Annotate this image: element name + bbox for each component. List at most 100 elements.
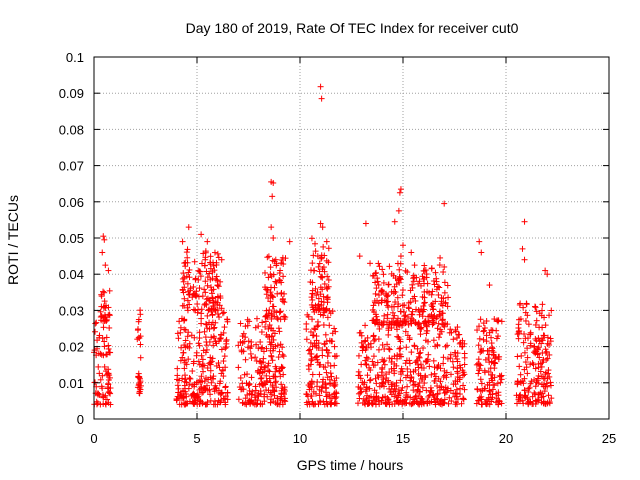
data-point	[515, 335, 522, 342]
data-point	[314, 356, 321, 363]
data-point	[494, 318, 501, 325]
data-point	[489, 386, 496, 393]
data-point	[372, 279, 379, 286]
data-point	[177, 390, 184, 397]
data-point	[274, 316, 281, 323]
data-point	[496, 353, 503, 360]
data-point	[388, 288, 395, 295]
y-tick-label: 0.03	[59, 303, 84, 318]
data-point	[106, 349, 113, 356]
data-point	[220, 373, 227, 380]
data-point	[235, 396, 242, 403]
data-point	[252, 397, 259, 404]
data-point	[419, 384, 426, 391]
data-point	[536, 354, 543, 361]
data-point	[434, 390, 441, 397]
data-point	[514, 378, 521, 385]
data-point	[315, 295, 322, 302]
data-point	[219, 310, 226, 317]
data-point	[279, 401, 286, 408]
data-point	[400, 242, 406, 249]
data-point	[413, 306, 420, 313]
data-point	[521, 349, 528, 356]
data-point	[361, 338, 368, 345]
data-point	[477, 346, 484, 353]
data-point	[263, 372, 270, 379]
data-point	[396, 345, 403, 352]
data-point	[237, 320, 244, 327]
data-point	[398, 387, 405, 394]
data-point	[217, 331, 224, 338]
data-point	[410, 387, 417, 394]
data-point	[198, 352, 205, 359]
data-point	[404, 332, 411, 339]
data-point	[186, 375, 193, 382]
data-point	[384, 341, 391, 348]
data-point	[280, 371, 287, 378]
data-point	[261, 393, 268, 400]
data-point	[372, 375, 379, 382]
data-point	[388, 355, 395, 362]
data-point	[522, 335, 529, 342]
data-point	[477, 349, 484, 356]
data-point	[211, 249, 218, 256]
data-point	[397, 345, 404, 352]
data-point	[268, 310, 275, 317]
data-point	[212, 319, 219, 326]
data-point	[521, 375, 528, 382]
data-point	[271, 313, 278, 320]
data-point	[175, 385, 182, 392]
data-point	[417, 331, 424, 338]
data-point	[195, 306, 202, 313]
data-point	[106, 287, 113, 294]
data-point	[413, 357, 420, 364]
data-point	[445, 400, 452, 407]
data-point	[407, 287, 414, 294]
data-point	[460, 382, 467, 389]
data-point	[313, 333, 320, 340]
data-point	[519, 397, 526, 404]
data-point	[486, 388, 493, 395]
data-point	[201, 286, 208, 293]
data-point	[193, 392, 200, 399]
data-point	[259, 319, 266, 326]
data-point	[436, 387, 443, 394]
data-point	[477, 376, 484, 383]
data-point	[379, 394, 386, 401]
data-point	[370, 353, 377, 360]
data-point	[242, 395, 249, 402]
data-point	[355, 352, 362, 359]
data-point	[408, 349, 415, 356]
data-point	[434, 283, 441, 290]
data-point	[208, 284, 215, 291]
data-point	[492, 360, 499, 367]
data-point	[105, 388, 112, 395]
data-point	[521, 218, 528, 225]
data-point	[182, 359, 189, 366]
data-point	[100, 318, 107, 325]
data-point	[397, 186, 404, 193]
data-point	[328, 373, 335, 380]
data-point	[478, 380, 485, 387]
data-point	[222, 399, 229, 406]
data-point	[185, 224, 192, 231]
data-point	[269, 303, 276, 310]
data-point	[524, 354, 531, 361]
data-point	[389, 309, 396, 316]
data-point	[96, 332, 103, 339]
data-point	[180, 349, 187, 356]
data-point	[386, 346, 393, 353]
data-point	[262, 363, 269, 370]
data-point	[254, 368, 261, 375]
data-point	[420, 267, 427, 274]
data-point	[316, 392, 323, 399]
data-point	[104, 384, 111, 391]
data-point	[319, 274, 326, 281]
data-point	[218, 305, 225, 312]
data-point	[327, 380, 334, 387]
data-point	[204, 325, 211, 332]
data-point	[185, 356, 192, 363]
data-point	[197, 268, 204, 275]
data-point	[255, 345, 262, 352]
data-point	[97, 401, 104, 408]
